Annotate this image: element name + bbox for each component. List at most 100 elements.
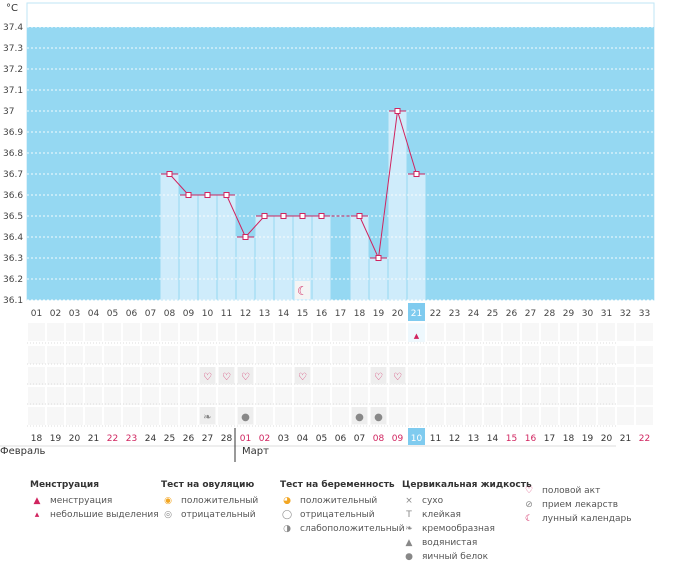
legend-group: ♡ половой акт ⊘ прием лекарств ☾ лунный кален… [522,480,632,526]
observation-cell [47,346,64,364]
legend-group-title: Тест на овуляцию [161,480,255,490]
observation-cell [617,346,634,364]
temperature-point [394,108,401,114]
calendar-date-label: 18 [31,434,43,444]
observation-cell [313,407,330,425]
spotting-icon: ▴ [34,510,40,520]
legend-item: ◉ положительный [161,494,258,508]
intercourse-icon: ♡ [298,372,307,383]
calendar-date-label: 20 [69,434,81,444]
y-tick-label: 37.3 [3,44,23,54]
menstruation-icon: ▲ [33,496,41,506]
cycle-day-label: 13 [259,309,270,319]
cycle-day-label: 23 [449,309,460,319]
cycle-day-label: 24 [468,309,480,319]
cycle-day-label: 05 [107,309,118,319]
observation-cell [541,346,558,364]
temperature-point [185,192,192,198]
observation-cell [142,346,159,364]
observation-cell [123,346,140,364]
today-date-highlight [408,428,425,445]
calendar-date-label: 13 [468,434,479,444]
observation-cell [275,346,292,364]
observation-cell [218,323,235,341]
y-axis-unit: °C [6,3,18,14]
legend-group-title: Цервикальная жидкость [402,480,532,490]
observation-cell [313,323,330,341]
calendar-date-label: 11 [430,434,441,444]
y-tick-label: 36.6 [3,191,23,201]
cycle-day-label: 04 [88,309,100,319]
cycle-day-label: 18 [354,309,366,319]
observation-cell [503,407,520,425]
cycle-day-label: 14 [278,309,290,319]
observation-cell [123,407,140,425]
observation-cell [104,407,121,425]
moon-icon: ☾ [524,514,534,524]
observation-cell [47,407,64,425]
calendar-date-label: 27 [202,434,213,444]
intercourse-icon: ♡ [393,372,402,383]
observation-cell [66,346,83,364]
observation-cell [389,387,406,405]
legend-item-label: отрицательный [181,510,256,520]
observation-cell [180,323,197,341]
cycle-day-label: 28 [544,309,556,319]
cycle-day-label: 09 [183,309,195,319]
observation-cell [370,387,387,405]
observation-cell [579,407,596,425]
temperature-band [27,27,654,300]
observation-cell [389,346,406,364]
cervical-fluid-cell [352,407,367,424]
temperature-bar [179,195,198,300]
observation-cell [389,407,406,425]
intercourse-icon: ♡ [374,372,383,383]
calendar-date-label: 01 [240,434,251,444]
observation-cell [237,346,254,364]
observation-cell [313,367,330,385]
cycle-day-label: 26 [506,309,518,319]
observation-cell [598,367,615,385]
cycle-day-label: 06 [126,309,138,319]
observation-cell [465,323,482,341]
legend-item-label: клейкая [422,510,461,520]
observation-cell [85,323,102,341]
bbt-chart: °C 37.4 37.3 37.2 37.1 37 36.9 36.8 36.7 36.6 36.5… [0,2,655,462]
observation-cell [104,367,121,385]
observation-cell [560,367,577,385]
observation-cell [237,387,254,405]
sticky-icon: T [406,510,412,520]
today-observation-cell [408,324,425,342]
cycle-day-label: 07 [145,309,156,319]
legend-group: Менструация ▲ менструация ▴ небольшие выделе… [30,480,159,522]
observation-cell [294,323,311,341]
intercourse-cell [238,367,253,384]
observation-cell [522,367,539,385]
observation-cell [560,323,577,341]
observation-cell [446,346,463,364]
y-tick-label: 37.4 [3,23,23,33]
eggwhite-icon: ● [405,552,413,562]
observation-cell [427,323,444,341]
observation-cell [28,407,45,425]
intercourse-icon: ♡ [222,372,231,383]
cervical-fluid-cell [200,407,215,424]
observation-cell [142,387,159,405]
legend-item: ⊘ прием лекарств [522,498,632,512]
cycle-day-label: 01 [31,309,42,319]
observation-cell [161,367,178,385]
observation-cell [465,407,482,425]
observation-cell [560,387,577,405]
observation-cell [294,346,311,364]
observation-cell [541,323,558,341]
observation-cell [427,407,444,425]
observation-cell [104,387,121,405]
observation-cell [408,346,425,364]
observation-cell [332,323,349,341]
y-tick-label: 36.5 [3,212,23,222]
legend-item: ◎ отрицательный [161,508,258,522]
observation-cell [85,387,102,405]
y-tick-label: 36.9 [3,128,23,138]
calendar-date-label: 05 [316,434,327,444]
observation-cell [47,387,64,405]
